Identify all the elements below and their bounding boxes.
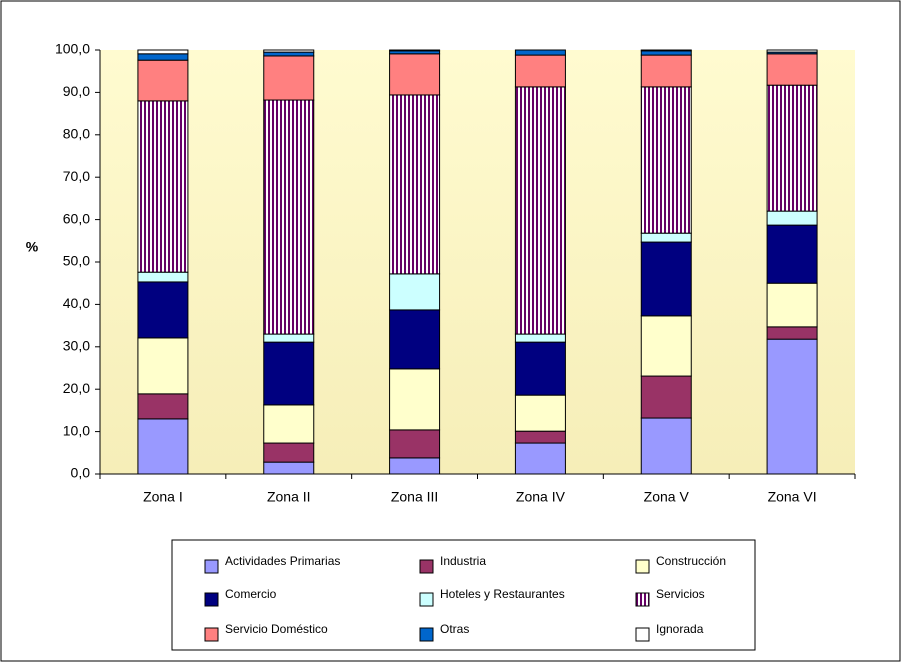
legend-label: Construcción bbox=[656, 554, 726, 568]
bar-segment bbox=[263, 49, 315, 53]
x-tick-label: Zona II bbox=[267, 489, 311, 505]
legend-label: Otras bbox=[440, 622, 469, 636]
legend-label: Hoteles y Restaurantes bbox=[440, 587, 565, 601]
bar-segment bbox=[640, 50, 692, 56]
bar-segment bbox=[514, 54, 566, 88]
legend-swatch bbox=[635, 592, 650, 607]
bar-segment bbox=[640, 241, 692, 317]
legend-swatch bbox=[635, 627, 650, 642]
legend-swatch bbox=[419, 592, 434, 607]
x-tick-label: Zona VI bbox=[768, 489, 817, 505]
y-tick-label: 80,0 bbox=[63, 126, 90, 142]
bar-segment bbox=[640, 315, 692, 377]
legend-label: Servicios bbox=[656, 587, 705, 601]
y-tick-label: 50,0 bbox=[63, 253, 90, 269]
bar-segment bbox=[137, 281, 189, 339]
y-tick-label: 60,0 bbox=[63, 210, 90, 226]
bar-segment bbox=[766, 282, 818, 328]
bar-segment bbox=[137, 59, 189, 102]
x-tick-label: Zona V bbox=[644, 489, 690, 505]
bar-segment bbox=[640, 86, 692, 234]
bar-segment bbox=[640, 49, 692, 52]
legend-swatch bbox=[419, 559, 434, 574]
bar-segment bbox=[640, 232, 692, 243]
legend-label: Ignorada bbox=[656, 622, 704, 636]
y-tick-label: 100,0 bbox=[55, 41, 90, 57]
bar-segment bbox=[389, 94, 441, 275]
legend-label: Actividades Primarias bbox=[225, 554, 340, 568]
bar-segment bbox=[766, 49, 818, 53]
bar-segment bbox=[137, 49, 189, 55]
bar-segment bbox=[389, 309, 441, 370]
y-tick-label: 20,0 bbox=[63, 380, 90, 396]
bar-segment bbox=[137, 53, 189, 61]
bar-segment bbox=[514, 430, 566, 444]
bar-segment bbox=[766, 210, 818, 226]
bar-segment bbox=[766, 338, 818, 475]
bar-segment bbox=[263, 51, 315, 57]
bar-segment bbox=[640, 417, 692, 475]
bar-segment bbox=[137, 393, 189, 420]
bar-segment bbox=[766, 224, 818, 284]
bar-segment bbox=[766, 53, 818, 86]
legend-label: Comercio bbox=[225, 587, 277, 601]
bar-segment bbox=[389, 273, 441, 311]
y-tick-label: 70,0 bbox=[63, 168, 90, 184]
bar-segment bbox=[640, 54, 692, 88]
x-tick-label: Zona IV bbox=[516, 489, 566, 505]
bar-segment bbox=[389, 429, 441, 459]
bar-segment bbox=[766, 326, 818, 340]
bar-segment bbox=[640, 375, 692, 419]
bar-segment bbox=[263, 99, 315, 335]
bar-segment bbox=[263, 333, 315, 343]
legend-swatch bbox=[204, 627, 219, 642]
legend-swatch bbox=[204, 592, 219, 607]
y-tick-label: 30,0 bbox=[63, 338, 90, 354]
bar-segment bbox=[137, 418, 189, 475]
bar-segment bbox=[514, 49, 566, 56]
bar-segment bbox=[514, 86, 566, 335]
legend-label: Servicio Doméstico bbox=[225, 622, 328, 636]
bar-segment bbox=[389, 457, 441, 475]
x-tick-label: Zona I bbox=[143, 489, 183, 505]
legend-label: Industria bbox=[440, 554, 486, 568]
bar-segment bbox=[263, 404, 315, 444]
bar-segment bbox=[389, 368, 441, 431]
bar-segment bbox=[263, 341, 315, 406]
bar-segment bbox=[137, 100, 189, 273]
bar-segment bbox=[514, 442, 566, 475]
legend-swatch bbox=[204, 559, 219, 574]
x-tick-label: Zona III bbox=[391, 489, 438, 505]
bar-segment bbox=[137, 337, 189, 395]
legend-swatch bbox=[635, 559, 650, 574]
legend-box bbox=[171, 539, 756, 651]
bar-segment bbox=[389, 49, 441, 52]
bar-segment bbox=[263, 55, 315, 101]
bar-segment bbox=[514, 341, 566, 396]
y-tick-label: 90,0 bbox=[63, 83, 90, 99]
y-tick-label: 0,0 bbox=[71, 465, 91, 481]
bar-segment bbox=[766, 84, 818, 212]
legend-swatch bbox=[419, 627, 434, 642]
bar-segment bbox=[389, 53, 441, 96]
y-axis-label: % bbox=[26, 239, 39, 255]
bar-segment bbox=[514, 394, 566, 432]
y-tick-label: 40,0 bbox=[63, 295, 90, 311]
bar-segment bbox=[263, 442, 315, 463]
bar-segment bbox=[514, 333, 566, 343]
bar-segment bbox=[137, 271, 189, 283]
y-tick-label: 10,0 bbox=[63, 422, 90, 438]
plot-area bbox=[100, 50, 855, 474]
bar-segment bbox=[263, 461, 315, 475]
